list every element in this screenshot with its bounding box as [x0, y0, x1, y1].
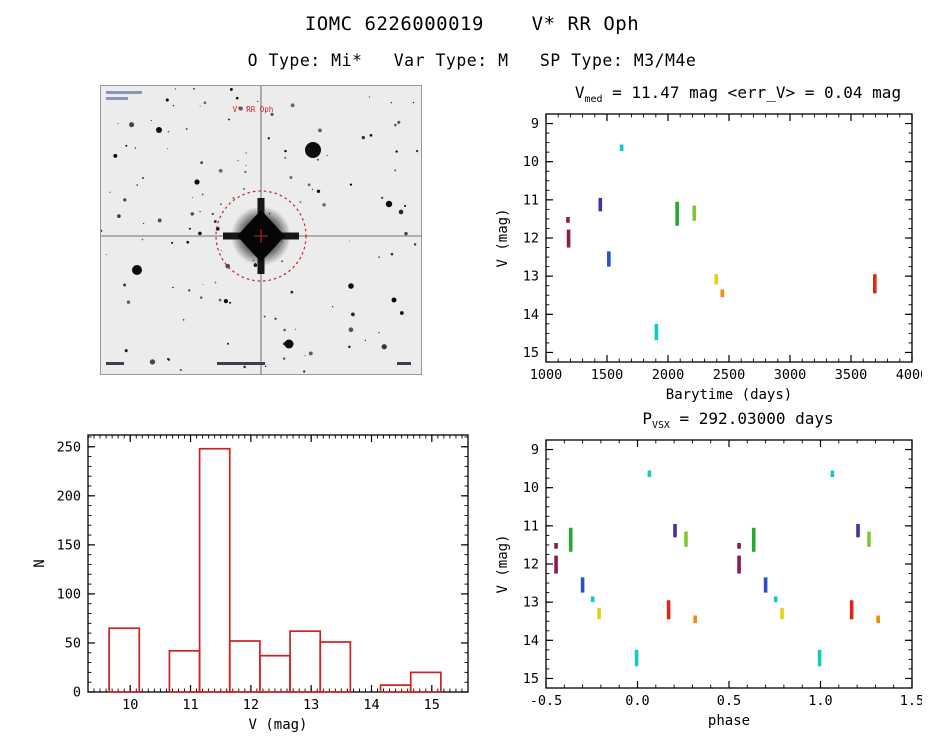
histogram-bar	[409, 671, 442, 693]
x-axis-label: Barytime (days)	[666, 387, 792, 403]
histogram-bar	[259, 654, 291, 693]
histogram-bar	[319, 641, 352, 693]
y-tick-label: 150	[57, 537, 81, 553]
x-axis-label: phase	[708, 713, 750, 729]
lightcurve-plot: 1000 1500 2000 2500 3000 3500 4000 9 10 11 12 13 14 1…	[495, 113, 922, 403]
y-tick-label: 200	[57, 488, 81, 504]
star	[194, 179, 200, 185]
phase-panel: PVSX = 292.03000 days -0.5 0.0 0.5 1.0 1.5 9 1…	[492, 408, 940, 732]
y-tick-label: 9	[531, 116, 539, 132]
page-title: IOMC 6226000019 V* RR Oph	[304, 13, 640, 35]
star	[156, 127, 162, 133]
x-tick-label: 1500	[591, 367, 624, 383]
plot-frame	[545, 113, 913, 363]
target-marker-circle	[215, 190, 307, 282]
y-tick-label: 14	[523, 307, 539, 323]
y-tick-label: 13	[523, 269, 539, 285]
y-tick-label: 10	[523, 480, 539, 496]
x-tick-label: 4000	[896, 367, 922, 383]
y-tick-label: 12	[523, 231, 539, 247]
x-axis-label: V (mag)	[248, 717, 307, 733]
star	[348, 283, 354, 289]
finding-chart: V* RR Oph	[100, 85, 422, 375]
x-tick-label: 12	[243, 697, 259, 713]
target-label: V* RR Oph	[233, 105, 274, 114]
y-tick-label: 0	[73, 685, 81, 701]
y-tick-label: 14	[523, 633, 539, 649]
y-tick-label: 15	[523, 671, 539, 687]
x-tick-label: 3000	[774, 367, 807, 383]
y-tick-label: 13	[523, 595, 539, 611]
histogram-bar	[108, 627, 141, 693]
y-tick-label: 250	[57, 439, 81, 455]
star	[284, 339, 294, 349]
x-tick-label: 11	[182, 697, 198, 713]
x-tick-label: 1000	[530, 367, 563, 383]
plot-frame	[545, 439, 913, 689]
y-tick-label: 11	[523, 518, 539, 534]
lightcurve-title: Vmed = 11.47 mag <err_V> = 0.04 mag	[574, 83, 902, 106]
x-tick-label: 1.0	[808, 693, 832, 709]
finding-chart-image: V* RR Oph	[101, 86, 421, 374]
histogram-bar	[289, 630, 322, 693]
x-tick-label: 3500	[835, 367, 868, 383]
x-tick-label: 0.5	[717, 693, 741, 709]
y-axis-label: V (mag)	[495, 208, 511, 267]
x-tick-label: 14	[363, 697, 379, 713]
histogram-panel: 10 11 12 13 14 15 0 50 100 150 200 250 V (mag) N	[28, 425, 478, 740]
x-tick-label: -0.5	[530, 693, 563, 709]
y-tick-label: 12	[523, 557, 539, 573]
star	[132, 265, 142, 275]
x-tick-label: 15	[424, 697, 440, 713]
y-axis-label: N	[32, 559, 48, 567]
y-axis-label: V (mag)	[495, 534, 511, 593]
star	[385, 200, 393, 208]
x-tick-label: 1.5	[900, 693, 922, 709]
x-tick-label: 0.0	[625, 693, 649, 709]
x-tick-label: 2500	[713, 367, 746, 383]
histogram-bar	[198, 447, 231, 693]
x-tick-label: 10	[122, 697, 138, 713]
x-tick-label: 13	[303, 697, 319, 713]
y-tick-label: 15	[523, 345, 539, 361]
phase-title: PVSX = 292.03000 days	[642, 409, 834, 432]
x-tick-label: 2000	[652, 367, 685, 383]
lightcurve-panel: Vmed = 11.47 mag <err_V> = 0.04 mag 1000…	[492, 82, 940, 406]
phase-plot: -0.5 0.0 0.5 1.0 1.5 9 10 11 12 13 14 15 phase V (mag…	[495, 439, 922, 729]
histogram-bar	[228, 640, 261, 693]
y-tick-label: 100	[57, 586, 81, 602]
star	[391, 297, 397, 303]
histogram-bar	[168, 649, 201, 693]
corner-annotation	[106, 91, 142, 94]
y-tick-label: 11	[523, 192, 539, 208]
y-tick-label: 10	[523, 154, 539, 170]
y-tick-label: 50	[65, 635, 81, 651]
plot-frame	[87, 434, 469, 693]
object-type-info: O Type: Mi* Var Type: M SP Type: M3/M4e	[247, 51, 697, 70]
y-tick-label: 9	[531, 442, 539, 458]
star	[305, 142, 321, 158]
